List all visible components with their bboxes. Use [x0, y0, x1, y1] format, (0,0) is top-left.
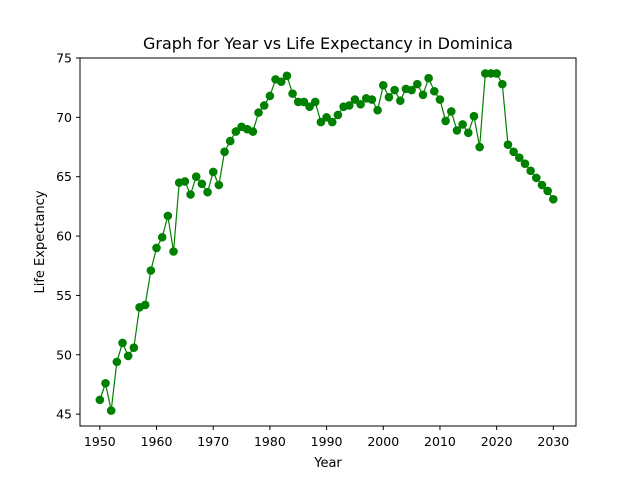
data-point — [515, 153, 524, 163]
data-point — [549, 194, 558, 204]
data-point — [186, 190, 195, 199]
data-point — [197, 179, 207, 189]
x-axis: 1950 1960 1970 1980 1990 2000 2010 2020 2030 — [84, 426, 569, 449]
data-point — [520, 159, 530, 168]
data-point — [129, 343, 139, 352]
chart-title: Graph for Year vs Life Expectancy in Dom… — [143, 34, 513, 53]
data-point — [526, 166, 535, 176]
data-point — [118, 338, 127, 348]
data-point — [299, 97, 309, 107]
data-point — [322, 113, 331, 122]
axes-frame — [79, 57, 577, 427]
data-point — [169, 247, 178, 256]
x-axis-label: Year — [313, 456, 342, 471]
data-point — [231, 127, 241, 136]
data-point — [225, 136, 235, 146]
y-tick-label: 55 — [56, 288, 72, 303]
x-tick-label: 1990 — [311, 434, 343, 449]
data-point — [140, 300, 150, 310]
data-point — [407, 85, 416, 95]
data-point — [452, 126, 462, 135]
data-point — [305, 102, 314, 111]
data-point — [384, 92, 394, 102]
data-point — [344, 101, 354, 110]
data-point — [254, 108, 263, 117]
y-tick-label: 75 — [56, 51, 72, 66]
data-point — [191, 172, 201, 182]
y-tick-label: 50 — [56, 347, 72, 362]
data-point — [356, 99, 365, 109]
plot-area — [79, 57, 577, 427]
data-point — [463, 128, 473, 138]
data-point — [498, 79, 507, 89]
data-point — [412, 79, 422, 89]
x-tick-label: 2000 — [367, 434, 399, 449]
data-point — [310, 97, 320, 107]
x-tick-label: 1970 — [197, 434, 229, 449]
x-tick-label: 2010 — [424, 434, 456, 449]
data-point — [220, 147, 229, 157]
data-point — [152, 243, 161, 253]
y-tick-label: 70 — [56, 110, 72, 125]
data-point — [395, 96, 405, 106]
data-point — [214, 180, 224, 190]
data-point — [446, 107, 456, 116]
y-axis-label: Life Expectancy — [33, 190, 48, 293]
data-point — [543, 186, 552, 196]
data-point — [429, 86, 439, 96]
data-point — [157, 232, 167, 242]
data-point — [435, 95, 445, 104]
y-tick-label: 45 — [56, 407, 72, 422]
data-point — [537, 180, 547, 190]
data-point — [106, 406, 116, 415]
data-point — [276, 77, 286, 87]
data-point — [146, 266, 156, 275]
x-tick-label: 1980 — [254, 434, 286, 449]
data-point — [95, 395, 105, 405]
x-tick-label: 1950 — [84, 434, 116, 449]
data-point — [316, 117, 326, 127]
x-tick-label: 1960 — [141, 434, 173, 449]
data-point — [373, 105, 382, 115]
data-point — [378, 81, 388, 90]
data-point — [424, 73, 433, 83]
data-point — [418, 90, 428, 100]
data-point — [458, 120, 467, 129]
data-point — [259, 101, 269, 110]
data-point — [208, 167, 218, 177]
data-point — [163, 211, 173, 221]
data-point — [390, 85, 399, 95]
data-point — [333, 110, 343, 120]
data-point — [123, 351, 133, 361]
data-point — [101, 378, 110, 388]
data-point — [441, 116, 450, 126]
x-tick-label: 2020 — [481, 434, 513, 449]
y-tick-label: 65 — [56, 169, 72, 184]
data-point — [248, 127, 258, 136]
data-point — [532, 173, 541, 183]
data-point — [509, 147, 518, 157]
data-point — [327, 117, 337, 127]
data-point — [288, 89, 297, 98]
x-tick-label: 2030 — [537, 434, 569, 449]
data-point — [503, 140, 513, 149]
series-layer — [95, 69, 558, 415]
data-point — [180, 177, 190, 186]
data-point — [475, 142, 484, 152]
data-point — [282, 71, 292, 81]
data-point — [492, 69, 501, 78]
data-point — [203, 187, 212, 197]
data-point — [112, 357, 122, 367]
data-point — [469, 111, 479, 121]
data-point — [350, 95, 360, 104]
y-tick-label: 60 — [56, 229, 72, 244]
data-point — [367, 95, 377, 104]
y-axis: 45 50 55 60 65 70 75 — [56, 51, 80, 422]
data-point — [265, 91, 275, 101]
